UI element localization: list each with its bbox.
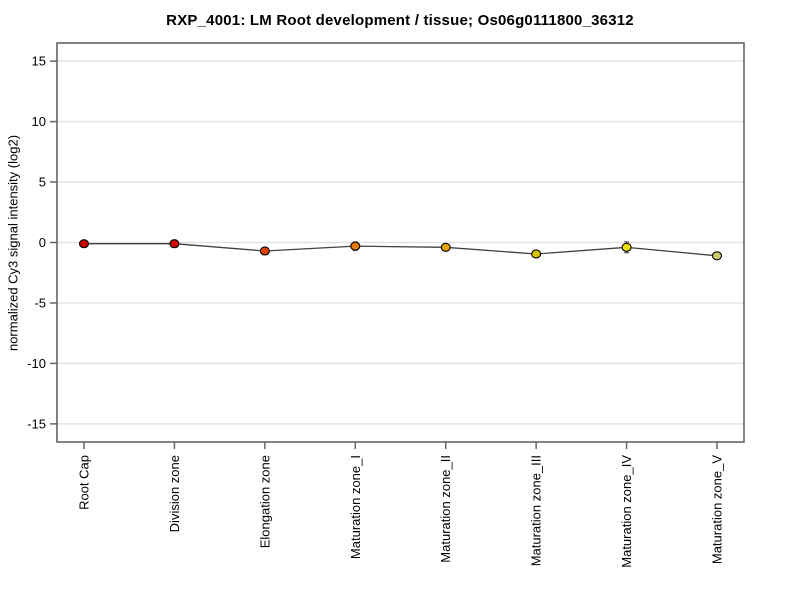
x-tick-label-maturation-zone-iii: Maturation zone_III [529, 455, 544, 566]
x-tick-label-maturation-zone-iv: Maturation zone_IV [619, 455, 634, 568]
data-point-maturation-zone-iii [531, 249, 542, 259]
data-point-root-cap [78, 239, 90, 249]
data-point-maturation-zone-v [711, 251, 723, 261]
y-tick-label: 5 [39, 175, 46, 190]
series-line [84, 243, 718, 257]
y-tick-label: 15 [32, 54, 46, 69]
data-point-elongation-zone [259, 246, 270, 256]
y-tick-label: -10 [27, 356, 46, 371]
x-tick-label-maturation-zone-i: Maturation zone_I [348, 455, 363, 559]
y-tick-label: -15 [27, 416, 46, 431]
data-point-maturation-zone-iv [621, 242, 632, 252]
x-tick-label-elongation-zone: Elongation zone [257, 455, 272, 548]
y-tick-label: 0 [39, 235, 46, 250]
y-tick-label: -5 [34, 295, 46, 310]
data-point-maturation-zone-ii [440, 242, 451, 252]
data-point-maturation-zone-i [350, 241, 361, 251]
data-point-division-zone [169, 239, 180, 249]
x-tick-label-division-zone: Division zone [167, 455, 182, 532]
x-tick-label-maturation-zone-ii: Maturation zone_II [438, 455, 453, 563]
chart-title: RXP_4001: LM Root development / tissue; … [166, 12, 634, 29]
x-tick-label-root-cap: Root Cap [77, 455, 92, 510]
x-tick-label-maturation-zone-v: Maturation zone_V [710, 455, 725, 564]
y-tick-label: 10 [32, 114, 46, 129]
